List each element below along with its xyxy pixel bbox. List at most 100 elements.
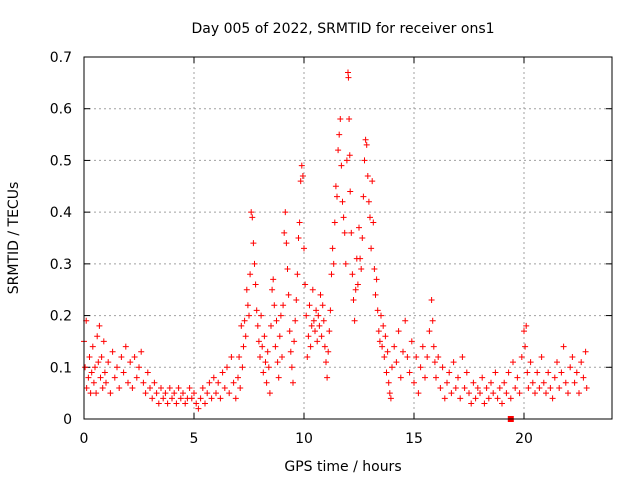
data-point-marker [329, 245, 336, 252]
data-point-marker [252, 281, 259, 288]
data-point-marker [133, 374, 140, 381]
data-point-marker [516, 390, 523, 397]
data-point-marker [258, 312, 265, 319]
x-tick-labels: 0 5 10 15 20 [80, 431, 533, 447]
data-point-marker [429, 317, 436, 324]
data-point-marker [319, 302, 326, 309]
data-point-marker [302, 281, 309, 288]
data-point-marker [573, 369, 580, 376]
data-point-marker [95, 359, 102, 366]
data-point-marker [299, 172, 306, 179]
data-point-marker [501, 379, 508, 386]
x-tick-label: 5 [190, 431, 199, 447]
data-point-marker [268, 322, 274, 329]
data-point-marker [340, 214, 347, 221]
data-point-marker [92, 364, 98, 371]
data-point-marker [583, 384, 590, 391]
data-point-marker [384, 348, 391, 355]
data-point-marker [337, 116, 344, 123]
grid-lines [84, 57, 612, 419]
data-point-marker [88, 369, 95, 376]
data-point-marker [243, 286, 250, 293]
data-point-marker [521, 328, 527, 335]
data-point-marker [122, 343, 129, 350]
data-point-marker [230, 379, 237, 386]
data-point-marker [269, 286, 276, 293]
data-point-marker [248, 209, 255, 216]
data-point-marker [376, 338, 383, 345]
data-point-marker [496, 384, 503, 391]
data-point-marker [391, 343, 398, 350]
data-point-marker [371, 266, 378, 273]
data-point-marker [202, 400, 208, 407]
data-point-marker [93, 390, 100, 397]
data-point-marker [545, 369, 552, 376]
data-point-marker [298, 162, 305, 169]
data-point-marker [328, 271, 335, 278]
data-point-marker [532, 390, 538, 397]
data-point-marker [479, 374, 486, 381]
data-point-marker [477, 390, 483, 397]
data-point-marker [290, 379, 296, 386]
data-point-marker [282, 209, 289, 216]
data-point-marker [279, 353, 285, 360]
data-point-marker [177, 395, 184, 402]
data-point-marker [107, 390, 114, 397]
data-point-marker [441, 395, 448, 402]
x-tick-label: 15 [405, 431, 423, 447]
data-point-marker [250, 240, 257, 247]
data-point-marker [325, 348, 332, 355]
data-point-marker [361, 157, 368, 164]
data-point-marker [525, 384, 532, 391]
data-point-marker [90, 379, 97, 386]
data-point-marker [370, 219, 377, 226]
data-point-marker [151, 379, 158, 386]
data-point-marker [468, 400, 475, 407]
data-point-marker [116, 384, 123, 391]
data-point-marker [395, 328, 402, 335]
data-point-marker [195, 405, 202, 412]
data-point-marker [262, 359, 269, 366]
data-point-marker [293, 297, 300, 304]
data-point-marker [99, 384, 106, 391]
data-point-marker [217, 395, 224, 402]
data-point-marker [492, 369, 499, 376]
data-point-marker [422, 374, 428, 381]
data-point-marker [331, 219, 338, 226]
data-point-marker [452, 384, 459, 391]
data-point-marker [354, 281, 361, 288]
data-point-marker [277, 312, 284, 319]
data-point-marker [362, 136, 369, 143]
data-point-marker [560, 343, 567, 350]
data-point-marker [316, 322, 323, 329]
data-point-marker [254, 322, 261, 329]
y-tick-label: 0.6 [50, 102, 72, 118]
data-point-marker [569, 353, 576, 360]
y-tick-label: 0.3 [50, 257, 72, 273]
data-point-marker [341, 229, 348, 236]
data-point-marker [155, 400, 162, 407]
data-point-marker [389, 364, 395, 371]
data-point-marker [538, 353, 545, 360]
data-point-marker [292, 317, 299, 324]
data-point-marker [242, 333, 249, 340]
data-point-marker [364, 172, 371, 179]
data-point-marker [294, 271, 301, 278]
data-point-marker [558, 369, 565, 376]
data-point-marker [237, 384, 244, 391]
data-point-marker [215, 379, 222, 386]
data-point-marker [527, 359, 534, 366]
data-point-marker [162, 390, 169, 397]
data-point-marker [380, 322, 387, 329]
data-point-marker [301, 245, 307, 252]
data-point-marker [318, 333, 325, 340]
data-point-marker [334, 193, 340, 200]
data-point-marker [359, 235, 366, 241]
data-point-marker [397, 374, 404, 381]
data-point-marker [448, 390, 455, 397]
data-point-marker [411, 379, 417, 386]
data-point-marker [131, 353, 138, 360]
data-point-marker [261, 333, 268, 340]
data-point-marker [368, 245, 375, 252]
data-point-marker [309, 286, 316, 293]
